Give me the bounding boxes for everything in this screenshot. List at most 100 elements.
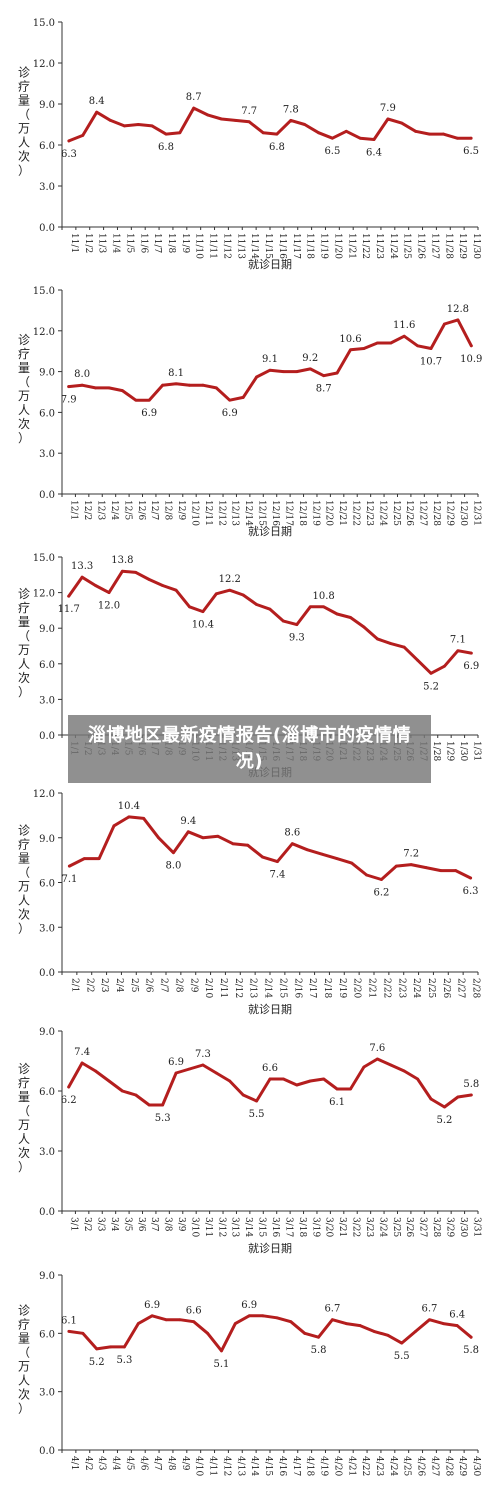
data-point <box>68 864 71 868</box>
x-tick-label: 12/7 <box>149 500 159 520</box>
data-label: 8.6 <box>284 828 300 839</box>
x-tick-label: 1/31 <box>471 741 481 761</box>
x-tick-label: 4/6 <box>138 1456 148 1471</box>
data-point <box>161 383 165 387</box>
data-point <box>441 132 445 136</box>
data-point <box>335 612 339 616</box>
x-tick-label: 2/2 <box>84 978 94 992</box>
data-label: 7.4 <box>74 1047 90 1058</box>
data-point <box>331 1318 334 1322</box>
data-point <box>231 842 235 846</box>
x-tick-label: 4/22 <box>360 1456 370 1476</box>
x-tick-label: 11/14 <box>249 233 259 259</box>
data-label: 5.2 <box>436 1115 452 1126</box>
x-tick-label: 2/15 <box>277 978 287 998</box>
data-point <box>386 117 390 121</box>
data-label: 6.4 <box>449 1310 465 1321</box>
x-tick-label: 11/12 <box>221 233 231 259</box>
x-tick-label: 4/28 <box>443 1456 453 1476</box>
data-label: 6.6 <box>262 1063 278 1074</box>
x-tick-label: 12/12 <box>216 500 226 526</box>
y-tick-label: 9.0 <box>39 100 55 111</box>
x-tick-label: 2/12 <box>233 978 243 998</box>
data-point <box>335 1087 339 1091</box>
x-axis-title: 就诊日期 <box>248 1241 292 1255</box>
data-point <box>192 1320 196 1324</box>
x-tick-label: 2/9 <box>188 978 198 993</box>
x-tick-label: 12/30 <box>458 500 468 526</box>
x-tick-label: 11/8 <box>166 233 176 253</box>
x-tick-label: 3/18 <box>297 1217 307 1237</box>
y-tick-label: 12.0 <box>33 789 55 800</box>
x-tick-label: 2/20 <box>352 978 362 998</box>
data-point <box>362 1065 366 1069</box>
x-tick-label: 4/20 <box>332 1456 342 1476</box>
data-point <box>322 605 326 609</box>
data-point <box>375 637 379 641</box>
data-label: 7.9 <box>61 395 77 406</box>
data-point <box>136 1322 140 1326</box>
x-tick-label: 3/20 <box>324 1217 334 1237</box>
x-tick-label: 11/21 <box>346 233 356 259</box>
data-point <box>246 843 250 847</box>
x-tick-label: 12/18 <box>297 500 307 526</box>
data-label: 6.3 <box>61 149 77 160</box>
data-point <box>344 1322 348 1326</box>
data-point <box>201 610 205 613</box>
data-point <box>112 824 116 828</box>
y-tick-label: 12.0 <box>33 59 55 70</box>
chart-panel-march: 0.0 3.0 6.0 9.0 3/1 3/2 3/3 3/4 3/5 3/6 3/7 3/8 3/9 3… <box>0 1020 500 1260</box>
y-tick-label: 0.0 <box>39 968 55 979</box>
data-point <box>247 120 251 124</box>
data-point <box>178 1318 182 1322</box>
data-point <box>400 1341 404 1345</box>
data-point <box>220 1349 223 1353</box>
y-tick-label: 3.0 <box>39 1388 55 1399</box>
data-label: 8.4 <box>89 96 105 107</box>
data-point <box>214 592 218 596</box>
data-point <box>414 1329 417 1333</box>
data-point <box>365 873 368 877</box>
data-point <box>268 1077 272 1081</box>
data-label: 6.9 <box>141 408 157 419</box>
data-point <box>349 348 352 352</box>
data-point <box>275 132 279 136</box>
x-tick-label: 3/4 <box>109 1217 119 1232</box>
x-tick-label: 11/19 <box>319 233 329 259</box>
x-tick-label: 2/21 <box>367 978 377 998</box>
x-tick-label: 12/28 <box>431 500 441 526</box>
data-point <box>372 1329 376 1333</box>
data-point <box>389 1063 393 1067</box>
x-tick-label: 4/9 <box>180 1456 190 1471</box>
data-point <box>123 1345 126 1349</box>
data-point <box>400 121 404 125</box>
data-point <box>469 876 472 880</box>
data-point <box>335 371 339 375</box>
x-tick-label: 2/14 <box>263 978 273 998</box>
x-tick-label: 4/27 <box>429 1456 439 1476</box>
data-point <box>358 136 362 140</box>
data-point <box>127 815 131 819</box>
x-tick-label: 11/5 <box>124 233 134 253</box>
data-point <box>214 1071 218 1075</box>
data-point <box>80 575 84 579</box>
data-point <box>214 386 218 390</box>
data-point <box>349 616 352 619</box>
data-point <box>134 398 138 402</box>
data-label: 8.0 <box>74 369 90 380</box>
series-line <box>67 106 473 143</box>
x-tick-label: 3/6 <box>136 1217 146 1232</box>
x-tick-label: 11/23 <box>374 233 384 259</box>
data-point <box>188 605 191 609</box>
data-label: 10.9 <box>460 354 482 365</box>
y-tick-label: 0.0 <box>39 1207 55 1218</box>
data-label: 9.4 <box>180 816 196 827</box>
x-tick-label: 11/22 <box>360 233 370 259</box>
data-point <box>416 1077 420 1081</box>
data-point <box>322 374 326 378</box>
data-label: 6.5 <box>463 146 479 157</box>
x-tick-label: 12/11 <box>203 500 213 526</box>
y-tick-label: 6.0 <box>39 408 55 419</box>
data-point <box>67 139 71 143</box>
x-tick-label: 4/10 <box>194 1456 204 1476</box>
